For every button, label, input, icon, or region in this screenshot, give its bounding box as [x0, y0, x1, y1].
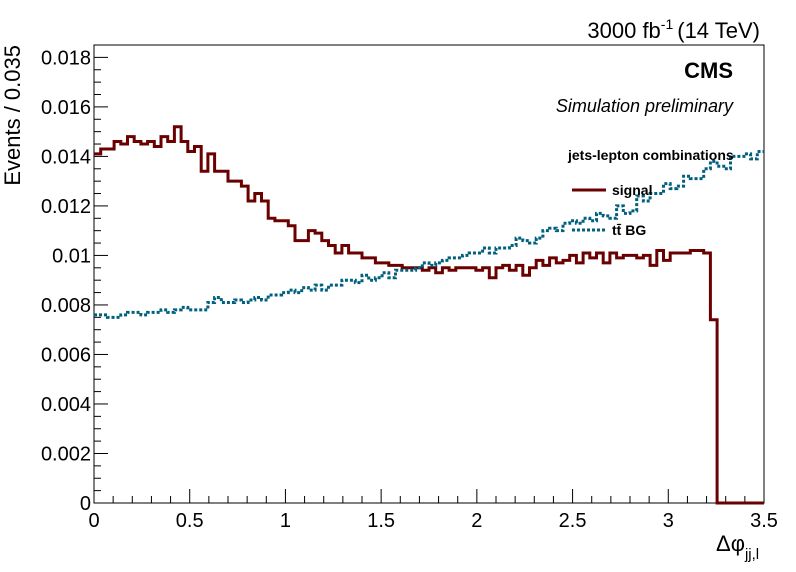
- y-tick-label: 0: [80, 493, 91, 515]
- x-tick-label: 2: [471, 510, 482, 532]
- luminosity-unit-exponent: -1: [661, 16, 674, 32]
- experiment-label: CMS: [684, 58, 733, 83]
- x-tick-label: 3.5: [750, 510, 778, 532]
- y-tick-label: 0.016: [41, 97, 91, 119]
- x-axis-title: Δφjj,l: [716, 531, 759, 563]
- x-tick-label: 1.5: [367, 510, 395, 532]
- x-tick-label: 3: [663, 510, 674, 532]
- series-layer: [94, 125, 764, 505]
- legend: jets-lepton combinations signal tt̄ BG: [567, 147, 734, 238]
- luminosity-label: 3000 fb-1 (14 TeV): [587, 16, 760, 43]
- y-tick-label: 0.012: [41, 196, 91, 218]
- status-label: Simulation preliminary: [556, 96, 734, 116]
- y-tick-label: 0.002: [41, 443, 91, 465]
- x-tick-label: 0.5: [176, 510, 204, 532]
- y-axis-title: Events / 0.035: [0, 45, 25, 186]
- x-axis-ticks: 0 0.5 1 1.5 2 2.5 3 3.5: [88, 489, 778, 532]
- series-line-ttbar: [94, 149, 764, 319]
- y-tick-label: 0.014: [41, 146, 91, 168]
- x-tick-label: 2.5: [559, 510, 587, 532]
- legend-label-signal: signal: [612, 182, 652, 198]
- legend-label-ttbar: tt̄ BG: [612, 222, 646, 238]
- y-tick-label: 0.01: [52, 245, 91, 267]
- x-tick-label: 1: [280, 510, 291, 532]
- y-tick-label: 0.004: [41, 394, 91, 416]
- y-axis-ticks: 0 0.002 0.004 0.006 0.008 0.01 0.012 0.014 0.016…: [41, 44, 108, 515]
- energy-label: (14 TeV): [677, 18, 760, 43]
- y-tick-label: 0.006: [41, 344, 91, 366]
- y-tick-label: 0.008: [41, 295, 91, 317]
- luminosity-value: 3000 fb: [587, 18, 660, 43]
- plot-frame: [93, 44, 765, 504]
- legend-header: jets-lepton combinations: [567, 147, 734, 163]
- y-tick-label: 0.018: [41, 47, 91, 69]
- x-tick-label: 0: [88, 510, 99, 532]
- series-line-signal: [94, 125, 764, 505]
- x-axis-title-subscript: jj,l: [744, 546, 759, 563]
- x-axis-title-base: Δφ: [716, 531, 745, 556]
